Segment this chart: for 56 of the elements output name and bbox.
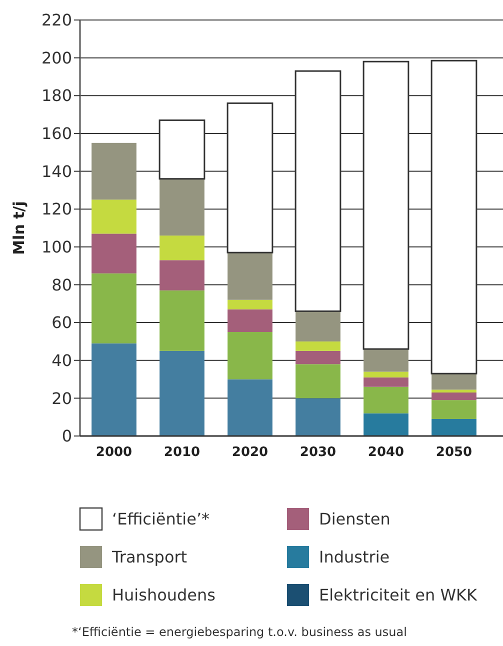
bar: [296, 341, 340, 351]
bar: [432, 390, 476, 393]
y-tick-label: 120: [41, 200, 72, 219]
y-axis-title: Mln t/j: [10, 201, 28, 255]
y-tick-label: 80: [52, 275, 72, 294]
x-tick-label: 2040: [368, 445, 404, 460]
y-tick-label: 140: [41, 162, 72, 181]
y-tick-label: 60: [52, 313, 72, 332]
bar: [432, 374, 476, 390]
legend-label: Transport: [111, 548, 188, 567]
bar: [228, 300, 272, 310]
x-tick-label: 2030: [300, 445, 336, 460]
bar: [160, 350, 204, 436]
y-tick-label: 200: [41, 48, 72, 68]
bar: [364, 386, 408, 414]
bar: [364, 372, 408, 378]
bar: [160, 178, 204, 236]
x-tick-label: 2000: [96, 445, 132, 460]
bar: [296, 311, 340, 342]
legend-label: Elektriciteit en WKK: [319, 586, 478, 605]
bar: [92, 142, 136, 200]
bar: [228, 379, 272, 436]
bar: [92, 200, 136, 234]
y-tick-label: 180: [41, 86, 72, 106]
bar: [228, 309, 272, 332]
bar: [364, 349, 408, 372]
y-tick-label: 0: [62, 426, 72, 446]
bar: [296, 364, 340, 398]
y-tick-label: 160: [41, 124, 72, 144]
bar: [364, 413, 408, 436]
legend-label: Huishoudens: [112, 586, 216, 605]
x-tick-label: 2010: [164, 445, 200, 460]
bar: [432, 392, 476, 400]
y-tick-label: 40: [52, 350, 72, 370]
bar: [160, 260, 204, 290]
legend-label: ‘Efficiëntie’*: [112, 510, 210, 529]
bar: [160, 236, 204, 260]
bar: [92, 273, 136, 344]
bar: [228, 332, 272, 380]
legend-label: Diensten: [319, 510, 390, 529]
bar: [296, 398, 340, 436]
bar: [160, 290, 204, 351]
bar: [296, 350, 340, 364]
bar: [432, 418, 476, 436]
x-tick-label: 2050: [436, 445, 472, 460]
bar: [364, 377, 408, 387]
bar: [228, 252, 272, 300]
legend-label: Industrie: [319, 548, 390, 567]
bar: [92, 343, 136, 436]
y-tick-label: 20: [52, 388, 72, 408]
y-tick-label: 220: [41, 10, 72, 30]
bar: [92, 234, 136, 274]
bar: [432, 400, 476, 419]
text: *‘Efficiëntie = energiebesparing t.o.v. business as usual: [72, 625, 407, 639]
y-tick-label: 100: [41, 238, 72, 257]
x-tick-label: 2020: [232, 445, 268, 460]
